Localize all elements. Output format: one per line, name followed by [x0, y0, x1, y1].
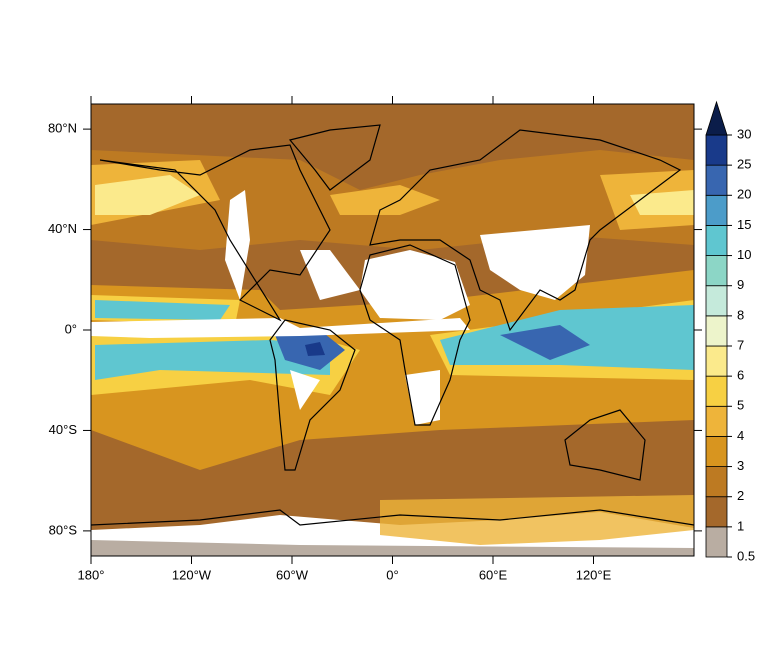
colorbar-extend — [705, 100, 728, 136]
field — [91, 104, 694, 556]
colorbar-label: 0.5 — [737, 548, 755, 563]
colorbar-bin — [705, 526, 728, 558]
colorbar: 0.5 1 2 3 4 5 6 7 8 9 10 15 20 25 30 — [705, 100, 755, 563]
field-dry — [290, 250, 440, 425]
y-tick-label: 80°S — [49, 522, 78, 537]
colorbar-label: 7 — [737, 337, 744, 352]
colorbar-label: 10 — [737, 247, 751, 262]
colorbar-label: 3 — [737, 458, 744, 473]
y-tick-label: 40°S — [49, 422, 78, 437]
colorbar-label: 2 — [737, 488, 744, 503]
colorbar-bin — [705, 285, 728, 317]
colorbar-bin — [705, 194, 728, 226]
field-dry — [225, 190, 590, 320]
colorbar-label: 5 — [737, 398, 744, 413]
colorbar-bin — [705, 134, 728, 166]
colorbar-bin — [705, 315, 728, 347]
colorbar-bin — [705, 225, 728, 256]
coastlines — [91, 124, 694, 526]
colorbar-bin — [705, 436, 728, 467]
y-tick-label: 0° — [65, 321, 77, 336]
colorbar-label: 15 — [737, 217, 751, 232]
colorbar-label: 25 — [737, 157, 751, 172]
colorbar-bin — [705, 255, 728, 287]
colorbar-label: 20 — [737, 187, 751, 202]
x-tick-label: 180° — [78, 567, 105, 582]
y-tick-label: 40°N — [48, 221, 77, 236]
colorbar-bin — [705, 466, 728, 498]
colorbar-label: 4 — [737, 428, 744, 443]
colorbar-label: 6 — [737, 368, 744, 383]
x-tick-label: 0° — [386, 567, 398, 582]
field-band — [275, 325, 590, 370]
colorbar-bin — [705, 375, 728, 407]
x-tick-label: 120°E — [576, 567, 612, 582]
colorbar-label: 8 — [737, 307, 744, 322]
field-band — [305, 342, 325, 356]
y-tick-label: 80°N — [48, 121, 77, 136]
colorbar-bin — [705, 496, 728, 528]
field-band — [380, 495, 694, 545]
axes: 180° 120°W 60°W 0° 60°E 120°E 80°N 40°N 0° 40°S 80… — [48, 96, 702, 582]
colorbar-bin — [705, 345, 728, 377]
field-band — [95, 300, 694, 380]
x-tick-label: 60°W — [276, 567, 309, 582]
colorbar-bin — [705, 405, 728, 437]
colorbar-label: 30 — [737, 126, 751, 141]
colorbar-bin — [705, 164, 728, 196]
colorbar-label: 9 — [737, 277, 744, 292]
field-band — [91, 160, 694, 230]
field-band — [91, 318, 470, 338]
field-band — [95, 175, 694, 215]
x-tick-label: 120°W — [172, 567, 212, 582]
x-tick-label: 60°E — [479, 567, 508, 582]
field-band — [91, 540, 694, 556]
colorbar-label: 1 — [737, 518, 744, 533]
